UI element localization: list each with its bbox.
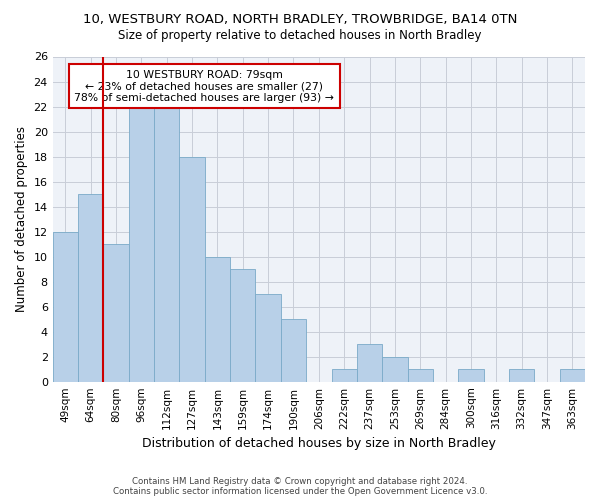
Bar — [560, 369, 585, 382]
Bar — [357, 344, 382, 382]
Y-axis label: Number of detached properties: Number of detached properties — [15, 126, 28, 312]
Bar — [78, 194, 103, 382]
Bar — [256, 294, 281, 382]
Text: Size of property relative to detached houses in North Bradley: Size of property relative to detached ho… — [118, 29, 482, 42]
Bar — [332, 369, 357, 382]
Bar — [407, 369, 433, 382]
Text: 10 WESTBURY ROAD: 79sqm
← 23% of detached houses are smaller (27)
78% of semi-de: 10 WESTBURY ROAD: 79sqm ← 23% of detache… — [74, 70, 334, 102]
Bar — [129, 106, 154, 382]
Text: 10, WESTBURY ROAD, NORTH BRADLEY, TROWBRIDGE, BA14 0TN: 10, WESTBURY ROAD, NORTH BRADLEY, TROWBR… — [83, 12, 517, 26]
X-axis label: Distribution of detached houses by size in North Bradley: Distribution of detached houses by size … — [142, 437, 496, 450]
Bar — [382, 356, 407, 382]
Bar — [103, 244, 129, 382]
Bar — [179, 156, 205, 382]
Bar — [230, 269, 256, 382]
Bar — [458, 369, 484, 382]
Text: Contains HM Land Registry data © Crown copyright and database right 2024.
Contai: Contains HM Land Registry data © Crown c… — [113, 476, 487, 496]
Bar — [205, 256, 230, 382]
Bar — [53, 232, 78, 382]
Bar — [281, 319, 306, 382]
Bar — [154, 106, 179, 382]
Bar — [509, 369, 535, 382]
